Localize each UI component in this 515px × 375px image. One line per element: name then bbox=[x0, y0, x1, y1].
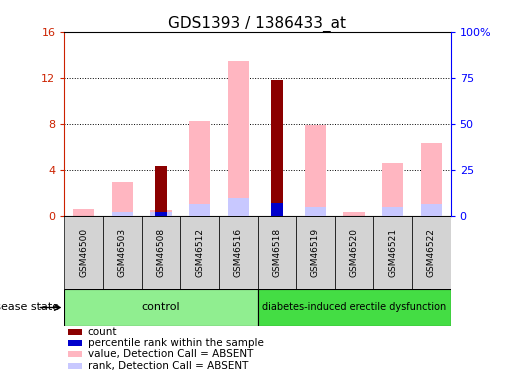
Bar bbox=[382, 207, 403, 216]
Bar bbox=[68, 351, 82, 357]
Bar bbox=[305, 125, 326, 216]
Text: GSM46516: GSM46516 bbox=[234, 228, 243, 277]
Bar bbox=[335, 216, 373, 289]
Title: GDS1393 / 1386433_at: GDS1393 / 1386433_at bbox=[168, 16, 347, 32]
Bar bbox=[258, 216, 296, 289]
Bar bbox=[112, 182, 133, 216]
Text: percentile rank within the sample: percentile rank within the sample bbox=[88, 338, 264, 348]
Text: GSM46512: GSM46512 bbox=[195, 228, 204, 277]
Text: rank, Detection Call = ABSENT: rank, Detection Call = ABSENT bbox=[88, 361, 248, 370]
Bar bbox=[180, 216, 219, 289]
Text: GSM46500: GSM46500 bbox=[79, 228, 88, 277]
Bar bbox=[68, 329, 82, 335]
Bar bbox=[150, 211, 171, 216]
Text: GSM46520: GSM46520 bbox=[350, 228, 358, 277]
Bar bbox=[271, 203, 283, 216]
Bar bbox=[305, 207, 326, 216]
Text: diabetes-induced erectile dysfunction: diabetes-induced erectile dysfunction bbox=[262, 303, 446, 312]
Bar bbox=[73, 209, 94, 216]
Bar bbox=[373, 216, 412, 289]
Bar bbox=[68, 340, 82, 346]
Bar bbox=[258, 289, 451, 326]
Bar bbox=[421, 204, 442, 216]
Text: control: control bbox=[142, 303, 180, 312]
Bar bbox=[155, 211, 167, 216]
Text: value, Detection Call = ABSENT: value, Detection Call = ABSENT bbox=[88, 350, 253, 359]
Bar bbox=[421, 143, 442, 216]
Bar bbox=[344, 212, 365, 216]
Bar bbox=[64, 289, 258, 326]
Text: GSM46518: GSM46518 bbox=[272, 228, 281, 277]
Bar bbox=[68, 363, 82, 369]
Text: GSM46522: GSM46522 bbox=[427, 228, 436, 277]
Bar bbox=[150, 210, 171, 216]
Bar bbox=[412, 216, 451, 289]
Text: disease state: disease state bbox=[0, 303, 59, 312]
Text: GSM46508: GSM46508 bbox=[157, 228, 165, 277]
Bar bbox=[219, 216, 258, 289]
Text: GSM46521: GSM46521 bbox=[388, 228, 397, 277]
Bar bbox=[112, 211, 133, 216]
Bar bbox=[271, 80, 283, 216]
Bar bbox=[228, 198, 249, 216]
Bar bbox=[103, 216, 142, 289]
Bar bbox=[142, 216, 180, 289]
Text: count: count bbox=[88, 327, 117, 337]
Bar bbox=[64, 216, 103, 289]
Bar bbox=[189, 122, 210, 216]
Bar bbox=[382, 163, 403, 216]
Bar bbox=[228, 61, 249, 216]
Text: GSM46519: GSM46519 bbox=[311, 228, 320, 277]
Bar bbox=[155, 166, 167, 216]
Bar bbox=[189, 204, 210, 216]
Bar bbox=[296, 216, 335, 289]
Text: GSM46503: GSM46503 bbox=[118, 228, 127, 277]
